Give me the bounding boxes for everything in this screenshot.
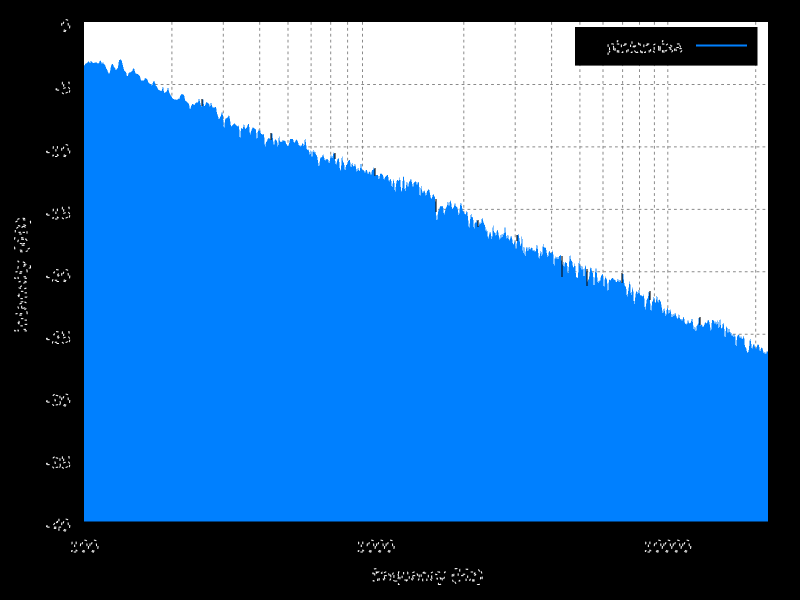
svg-text:frequency (Hz): frequency (Hz) [372,566,483,585]
svg-text:-10: -10 [46,141,71,160]
svg-text:-35: -35 [46,454,71,473]
svg-text:0: 0 [61,17,70,36]
svg-text:10000: 10000 [644,537,691,556]
svg-text:-30: -30 [46,391,71,410]
svg-text:-25: -25 [46,329,71,348]
svg-text:100: 100 [70,537,98,556]
svg-text:-5: -5 [55,79,70,98]
svg-text:intensity (dB): intensity (dB) [12,216,31,332]
svg-text:-20: -20 [46,266,71,285]
svg-text:-40: -40 [46,516,71,535]
svg-text:1000: 1000 [357,537,395,556]
svg-text:-15: -15 [46,204,71,223]
svg-text:pink\noise: pink\noise [607,40,683,57]
